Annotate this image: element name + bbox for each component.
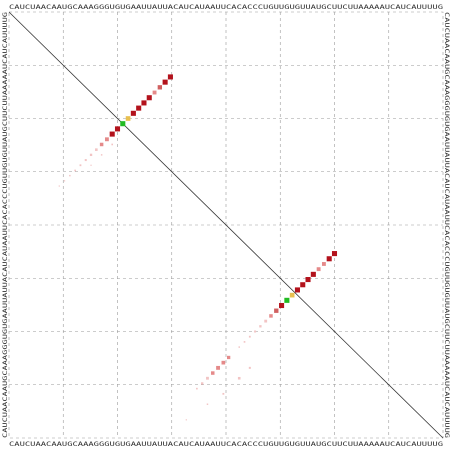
pair-probability-dot xyxy=(111,143,114,146)
pair-probability-dot xyxy=(248,366,251,369)
pair-probability-dot xyxy=(114,126,121,132)
pair-probability-dot xyxy=(254,330,257,333)
pair-probability-dot xyxy=(196,387,198,390)
pair-probability-dot xyxy=(84,159,87,162)
pair-probability-dot xyxy=(222,392,225,395)
pair-probability-dot xyxy=(248,335,251,338)
pair-probability-dot xyxy=(99,142,104,147)
pair-probability-dot xyxy=(109,131,115,137)
pair-probability-dot xyxy=(264,319,268,323)
pair-probability-dot xyxy=(206,376,209,380)
pair-probability-dot xyxy=(221,360,226,365)
pair-probability-dot xyxy=(136,105,142,111)
pair-probability-dot xyxy=(284,297,290,303)
sequence-right: CAUCUAACAAUGCAAAGGGUGUGAAUUAUUACAUCAUAAU… xyxy=(443,12,451,438)
upper-triangle-dots xyxy=(185,251,338,421)
pair-probability-dot xyxy=(167,74,173,80)
pair-probability-dot xyxy=(243,341,246,343)
pair-probability-dot xyxy=(95,148,98,151)
pair-probability-dot xyxy=(58,185,60,187)
pair-probability-dot xyxy=(104,137,109,142)
pair-probability-dot xyxy=(294,287,300,293)
sequence-left: CAUCUAACAAUGCAAAGGGUGUGAAUUAUUACAUCAUAAU… xyxy=(1,12,9,438)
pair-probability-dot xyxy=(227,355,231,360)
pair-probability-dot xyxy=(69,174,71,177)
pair-probability-dot xyxy=(90,164,92,166)
pair-probability-dot xyxy=(201,382,204,385)
pair-probability-dot xyxy=(289,292,295,298)
pair-probability-dot xyxy=(259,325,262,328)
pair-probability-dot xyxy=(269,314,273,318)
pair-probability-dot xyxy=(74,169,76,172)
pair-probability-dot xyxy=(100,154,103,156)
pair-probability-dot xyxy=(79,164,82,167)
lower-triangle-dots xyxy=(58,74,173,187)
pair-probability-dot xyxy=(326,256,332,262)
pair-probability-dot xyxy=(321,262,326,266)
pair-probability-dot xyxy=(89,153,93,157)
pair-probability-dot xyxy=(300,282,306,288)
sequence-top: CAUCUAACAAUGCAAAGGGUGUGAAUUAUUACAUCAUAAU… xyxy=(9,3,443,11)
pair-probability-dot xyxy=(130,110,136,116)
pair-probability-dot xyxy=(305,277,311,283)
pair-probability-dot xyxy=(216,365,220,370)
pair-probability-dot xyxy=(211,371,215,375)
sequence-bottom: CAUCUAACAAUGCAAAGGGUGUGAAUUAUUACAUCAUAAU… xyxy=(9,440,443,448)
pair-probability-dot xyxy=(206,403,209,405)
pair-probability-dot xyxy=(146,95,152,101)
pair-probability-dot xyxy=(238,346,240,348)
pair-probability-dot xyxy=(157,85,163,90)
pair-probability-dot xyxy=(125,116,131,121)
pair-probability-dot xyxy=(310,271,316,277)
pair-probability-dot xyxy=(152,90,157,95)
pair-probability-dot xyxy=(120,121,126,127)
pair-probability-dot xyxy=(279,302,285,309)
pair-probability-dot xyxy=(237,376,241,380)
pair-probability-dot xyxy=(162,79,168,85)
pair-probability-dot xyxy=(141,100,147,106)
main-diagonal xyxy=(8,11,444,439)
pair-probability-dot xyxy=(316,267,321,272)
pair-probability-dot xyxy=(331,251,338,257)
pair-probability-dot xyxy=(185,419,187,421)
pair-probability-dot xyxy=(274,308,279,313)
pair-probability-dot xyxy=(63,180,66,182)
